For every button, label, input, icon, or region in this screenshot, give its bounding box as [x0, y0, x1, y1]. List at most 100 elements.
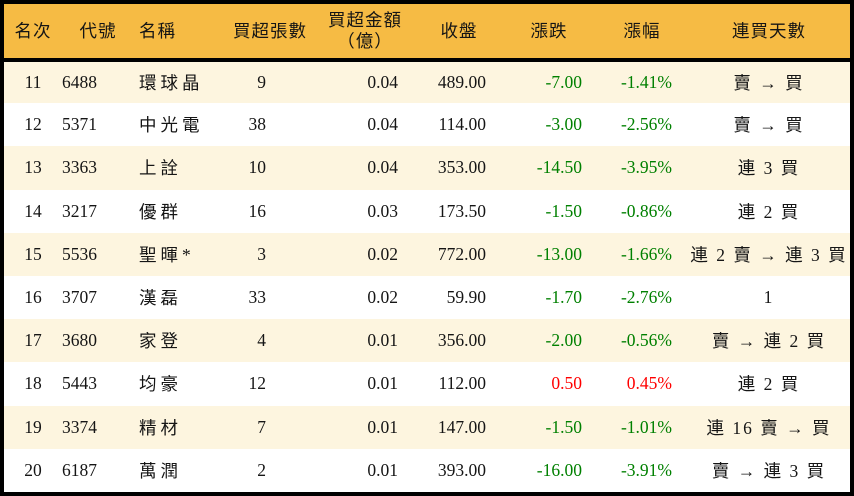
cell-net-buy-volume: 7: [257, 416, 266, 437]
cell-net-buy-volume: 2: [257, 459, 266, 480]
cell-consecutive-buy-days: 連 2 買: [737, 374, 801, 395]
col-header-change: 漲跌: [502, 4, 596, 62]
col-header-name: 名稱: [134, 4, 226, 62]
col-header-amount-line1: 買超金額: [328, 10, 402, 30]
cell-change-percent: -3.95%: [620, 157, 672, 178]
cell-change-percent: -2.56%: [620, 114, 672, 135]
cell-stock-name: 中光電: [139, 115, 204, 136]
cell-stock-code: 5443: [62, 373, 97, 394]
cell-close-price: 59.90: [446, 287, 486, 308]
cell-stock-code: 5371: [62, 114, 97, 135]
cell-consecutive-buy-days: 連 2 買: [737, 201, 801, 222]
cell-close-price: 489.00: [437, 72, 486, 93]
cell-price-change: -2.00: [545, 330, 582, 351]
table-row: 19 3374 精材 7 0.01 147.00 -1.50 -1.01% 連 …: [4, 405, 850, 449]
cell-net-buy-amount: 0.01: [367, 416, 398, 437]
cell-change-percent: -0.86%: [620, 200, 672, 221]
cell-stock-code: 6187: [62, 459, 97, 480]
cell-consecutive-buy-days: 1: [763, 287, 775, 308]
cell-rank: 19: [24, 416, 42, 437]
cell-net-buy-amount: 0.03: [367, 200, 398, 221]
cell-price-change: -1.70: [545, 287, 582, 308]
cell-price-change: -13.00: [536, 243, 582, 264]
cell-stock-code: 6488: [62, 72, 97, 93]
cell-consecutive-buy-days: 賣 → 買: [733, 73, 805, 94]
cell-stock-name: 家登: [139, 331, 182, 352]
cell-stock-name: 萬潤: [139, 460, 182, 481]
cell-stock-code: 3374: [62, 416, 97, 437]
table-body: 11 6488 環球晶 9 0.04 489.00 -7.00 -1.41% 賣…: [4, 60, 850, 492]
cell-price-change: 0.50: [551, 373, 582, 394]
cell-consecutive-buy-days: 連 3 買: [737, 158, 801, 179]
cell-rank: 14: [24, 200, 42, 221]
cell-stock-code: 3217: [62, 200, 97, 221]
table-row: 18 5443 均豪 12 0.01 112.00 0.50 0.45% 連 2…: [4, 362, 850, 406]
cell-rank: 18: [24, 373, 42, 394]
cell-rank: 12: [24, 114, 42, 135]
table-row: 20 6187 萬潤 2 0.01 393.00 -16.00 -3.91% 賣…: [4, 448, 850, 492]
cell-consecutive-buy-days: 連 2 賣 → 連 3 買: [690, 244, 848, 265]
cell-stock-name: 漢磊: [139, 288, 182, 309]
cell-rank: 16: [24, 287, 42, 308]
cell-close-price: 114.00: [438, 114, 486, 135]
col-header-amount: 買超金額 （億）: [314, 4, 416, 62]
table-row: 16 3707 漢磊 33 0.02 59.90 -1.70 -2.76% 1: [4, 275, 850, 320]
col-header-volume: 買超張數: [226, 4, 314, 62]
cell-price-change: -1.50: [545, 200, 582, 221]
cell-net-buy-volume: 12: [248, 373, 267, 394]
col-header-change-pct: 漲幅: [596, 4, 688, 62]
col-header-code: 代號: [62, 4, 134, 62]
table-header: 名次 代號 名稱 買超張數 買超金額 （億） 收盤 漲跌 漲幅 連買天數: [4, 4, 850, 62]
cell-change-percent: -1.41%: [620, 72, 672, 93]
cell-net-buy-amount: 0.02: [367, 243, 398, 264]
cell-change-percent: -1.66%: [620, 243, 672, 264]
table-row: 11 6488 環球晶 9 0.04 489.00 -7.00 -1.41% 賣…: [4, 60, 850, 104]
cell-price-change: -16.00: [536, 459, 582, 480]
cell-stock-name: 精材: [139, 417, 182, 438]
stock-net-buy-table: 名次 代號 名稱 買超張數 買超金額 （億） 收盤 漲跌 漲幅 連買天數 11 …: [4, 4, 850, 492]
cell-stock-name: 聖暉*: [139, 244, 195, 265]
cell-rank: 17: [24, 330, 42, 351]
cell-close-price: 112.00: [438, 373, 486, 394]
cell-stock-name: 均豪: [139, 374, 182, 395]
cell-net-buy-volume: 33: [248, 287, 267, 308]
cell-consecutive-buy-days: 賣 → 連 3 買: [711, 460, 827, 481]
cell-change-percent: -0.56%: [620, 330, 672, 351]
cell-change-percent: 0.45%: [626, 373, 672, 394]
cell-net-buy-amount: 0.01: [367, 459, 398, 480]
cell-stock-name: 優群: [139, 201, 182, 222]
cell-close-price: 356.00: [437, 330, 486, 351]
cell-close-price: 147.00: [437, 416, 486, 437]
cell-net-buy-volume: 3: [257, 243, 266, 264]
cell-close-price: 353.00: [437, 157, 486, 178]
cell-stock-code: 5536: [62, 243, 97, 264]
cell-net-buy-amount: 0.01: [367, 330, 398, 351]
cell-net-buy-volume: 38: [248, 114, 267, 135]
cell-price-change: -14.50: [536, 157, 582, 178]
cell-net-buy-volume: 16: [248, 200, 267, 221]
cell-consecutive-buy-days: 連 16 賣 → 買: [706, 417, 832, 438]
table-row: 15 5536 聖暉* 3 0.02 772.00 -13.00 -1.66% …: [4, 232, 850, 276]
cell-stock-code: 3680: [62, 330, 97, 351]
cell-change-percent: -3.91%: [620, 459, 672, 480]
cell-change-percent: -2.76%: [620, 287, 672, 308]
cell-price-change: -7.00: [545, 72, 582, 93]
cell-change-percent: -1.01%: [620, 416, 672, 437]
cell-close-price: 772.00: [437, 243, 486, 264]
cell-consecutive-buy-days: 賣 → 買: [733, 115, 805, 136]
cell-stock-name: 環球晶: [139, 73, 204, 94]
cell-rank: 13: [24, 157, 42, 178]
cell-net-buy-amount: 0.04: [367, 72, 398, 93]
cell-stock-name: 上詮: [139, 158, 182, 179]
cell-consecutive-buy-days: 賣 → 連 2 買: [711, 331, 827, 352]
col-header-close: 收盤: [416, 4, 502, 62]
cell-net-buy-amount: 0.04: [367, 157, 398, 178]
table-row: 14 3217 優群 16 0.03 173.50 -1.50 -0.86% 連…: [4, 189, 850, 233]
cell-stock-code: 3707: [62, 287, 97, 308]
header-row: 名次 代號 名稱 買超張數 買超金額 （億） 收盤 漲跌 漲幅 連買天數: [4, 4, 850, 62]
cell-rank: 11: [24, 72, 42, 93]
col-header-rank: 名次: [4, 4, 62, 62]
table-row: 17 3680 家登 4 0.01 356.00 -2.00 -0.56% 賣 …: [4, 319, 850, 363]
cell-close-price: 173.50: [437, 200, 486, 221]
